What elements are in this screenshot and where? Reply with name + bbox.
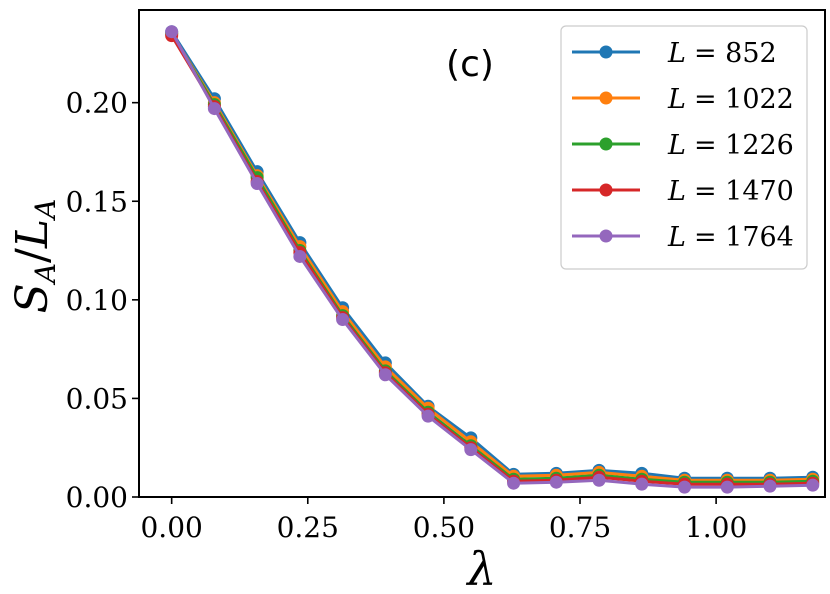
legend-item: L = 1764 <box>572 222 794 253</box>
y-axis-label-main1: S <box>7 283 58 313</box>
series-line <box>170 30 813 489</box>
legend-marker <box>599 45 613 59</box>
x-tick-label: 0.75 <box>549 511 611 544</box>
plot-frame <box>138 9 826 498</box>
legend: L = 852 L = 1022 L = 1226 L = 1470 L = 1764 <box>560 25 808 270</box>
y-tick-label: 0.05 <box>66 382 128 415</box>
y-axis-label: SA/LA <box>7 199 62 314</box>
y-axis-label-sub1: A <box>29 263 62 286</box>
series-line <box>170 32 813 484</box>
x-tick-label: 0.00 <box>140 511 202 544</box>
data-point <box>592 473 606 487</box>
x-tick-label: 0.50 <box>413 511 475 544</box>
legend-item: L = 852 <box>572 38 777 69</box>
legend-marker <box>599 229 613 243</box>
data-point <box>720 480 734 494</box>
y-axis-label-sub2: A <box>29 199 62 222</box>
y-axis-label-slash: / <box>7 248 58 263</box>
legend-label: L = 1226 <box>667 130 794 161</box>
data-point <box>635 477 649 491</box>
data-point <box>207 102 221 116</box>
data-point <box>378 368 392 382</box>
y-tick-label: 0.20 <box>66 87 128 120</box>
y-axis-label-main2: L <box>7 219 58 249</box>
y-tick-label: 0.15 <box>66 185 128 218</box>
y-tick-label: 0.00 <box>66 481 128 514</box>
legend-box <box>560 25 808 270</box>
data-point <box>464 443 478 457</box>
data-point <box>806 478 820 492</box>
legend-label: L = 1764 <box>667 222 794 253</box>
data-point <box>763 479 777 493</box>
legend-marker <box>599 183 613 197</box>
x-tick-label: 1.00 <box>685 511 747 544</box>
x-axis-label: λ <box>465 542 496 594</box>
legend-item: L = 1470 <box>572 176 794 207</box>
legend-label: L = 852 <box>667 38 777 69</box>
y-axis: 0.00 0.05 0.10 0.15 0.20 <box>66 87 139 514</box>
series-line <box>170 34 813 486</box>
x-tick-label: 0.25 <box>277 511 339 544</box>
data-point <box>507 476 521 490</box>
legend-item: L = 1226 <box>572 130 794 161</box>
legend-label: L = 1470 <box>667 176 794 207</box>
data-point <box>421 409 435 423</box>
data-point <box>250 177 264 191</box>
data-point <box>549 475 563 489</box>
legend-marker <box>599 91 613 105</box>
series-line <box>170 30 813 480</box>
legend-marker <box>599 137 613 151</box>
panel-label: (c) <box>446 44 494 85</box>
data-point <box>678 480 692 494</box>
x-axis: 0.00 0.25 0.50 0.75 1.00 <box>140 497 747 544</box>
data-point <box>336 313 350 327</box>
data-point <box>165 25 179 39</box>
y-tick-label: 0.10 <box>66 284 128 317</box>
series-5 <box>165 25 820 494</box>
data-point <box>293 249 307 263</box>
legend-item: L = 1022 <box>572 84 794 115</box>
series-layer <box>165 25 820 494</box>
legend-entries: L = 852 L = 1022 L = 1226 L = 1470 L = 1764 <box>572 38 794 253</box>
legend-label: L = 1022 <box>667 84 794 115</box>
